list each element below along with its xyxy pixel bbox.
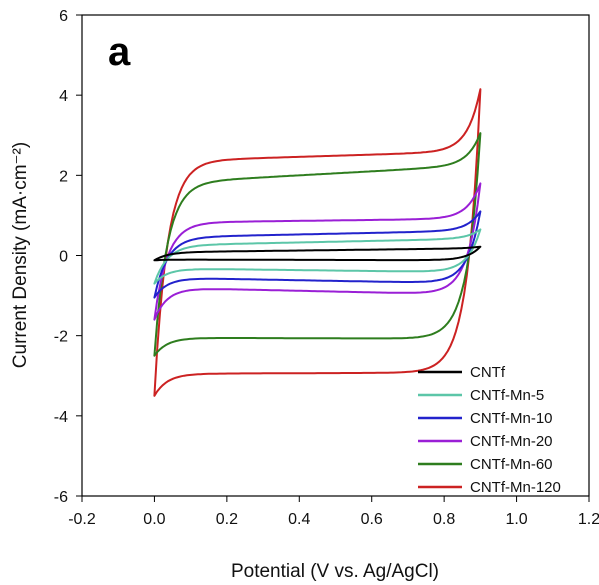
x-tick-label: 0.2 [216, 511, 238, 528]
y-tick-label: -4 [54, 409, 68, 426]
legend-label: CNTf-Mn-60 [470, 456, 553, 473]
y-tick-label: 6 [59, 8, 68, 25]
legend: CNTf CNTf-Mn-5 CNTf-Mn-10 CNTf-Mn-20 CNTf-Mn… [418, 364, 561, 496]
legend-label: CNTf-Mn-120 [470, 479, 561, 496]
y-tick-label: -6 [54, 489, 68, 506]
cv-curves [153, 88, 482, 397]
x-axis-title: Potential (V vs. Ag/AgCl) [231, 561, 439, 582]
legend-label: CNTf-Mn-20 [470, 433, 553, 450]
x-tick-label: 0.8 [433, 511, 455, 528]
panel-label: a [108, 30, 131, 74]
y-tick-label: -2 [54, 329, 68, 346]
series-line-cntf-mn-10 [153, 210, 482, 299]
series-line-cntf-mn-20 [153, 182, 482, 321]
y-tick-label: 2 [59, 168, 68, 185]
y-axis-title: Current Density (mA·cm⁻²) [10, 142, 31, 368]
series-line-cntf [153, 245, 482, 262]
x-tick-label: 0.0 [143, 511, 165, 528]
series-line-cntf-mn-120 [153, 88, 482, 397]
series-line-cntf-mn-5 [153, 228, 482, 285]
series-line-cntf-mn-60 [153, 132, 482, 357]
legend-label: CNTf-Mn-5 [470, 387, 544, 404]
y-tick-label: 4 [59, 88, 68, 105]
y-tick-label: 0 [59, 249, 68, 266]
x-axis-ticks: -0.2 0.0 0.2 0.4 0.6 0.8 1.0 1.2 [68, 496, 599, 528]
x-tick-label: 0.6 [361, 511, 383, 528]
x-tick-label: -0.2 [68, 511, 96, 528]
x-tick-label: 1.2 [578, 511, 599, 528]
legend-label: CNTf [470, 364, 506, 381]
y-axis-ticks: -6 -4 -2 0 2 4 6 [54, 8, 82, 506]
x-tick-label: 1.0 [505, 511, 527, 528]
x-tick-label: 0.4 [288, 511, 310, 528]
legend-label: CNTf-Mn-10 [470, 410, 553, 427]
